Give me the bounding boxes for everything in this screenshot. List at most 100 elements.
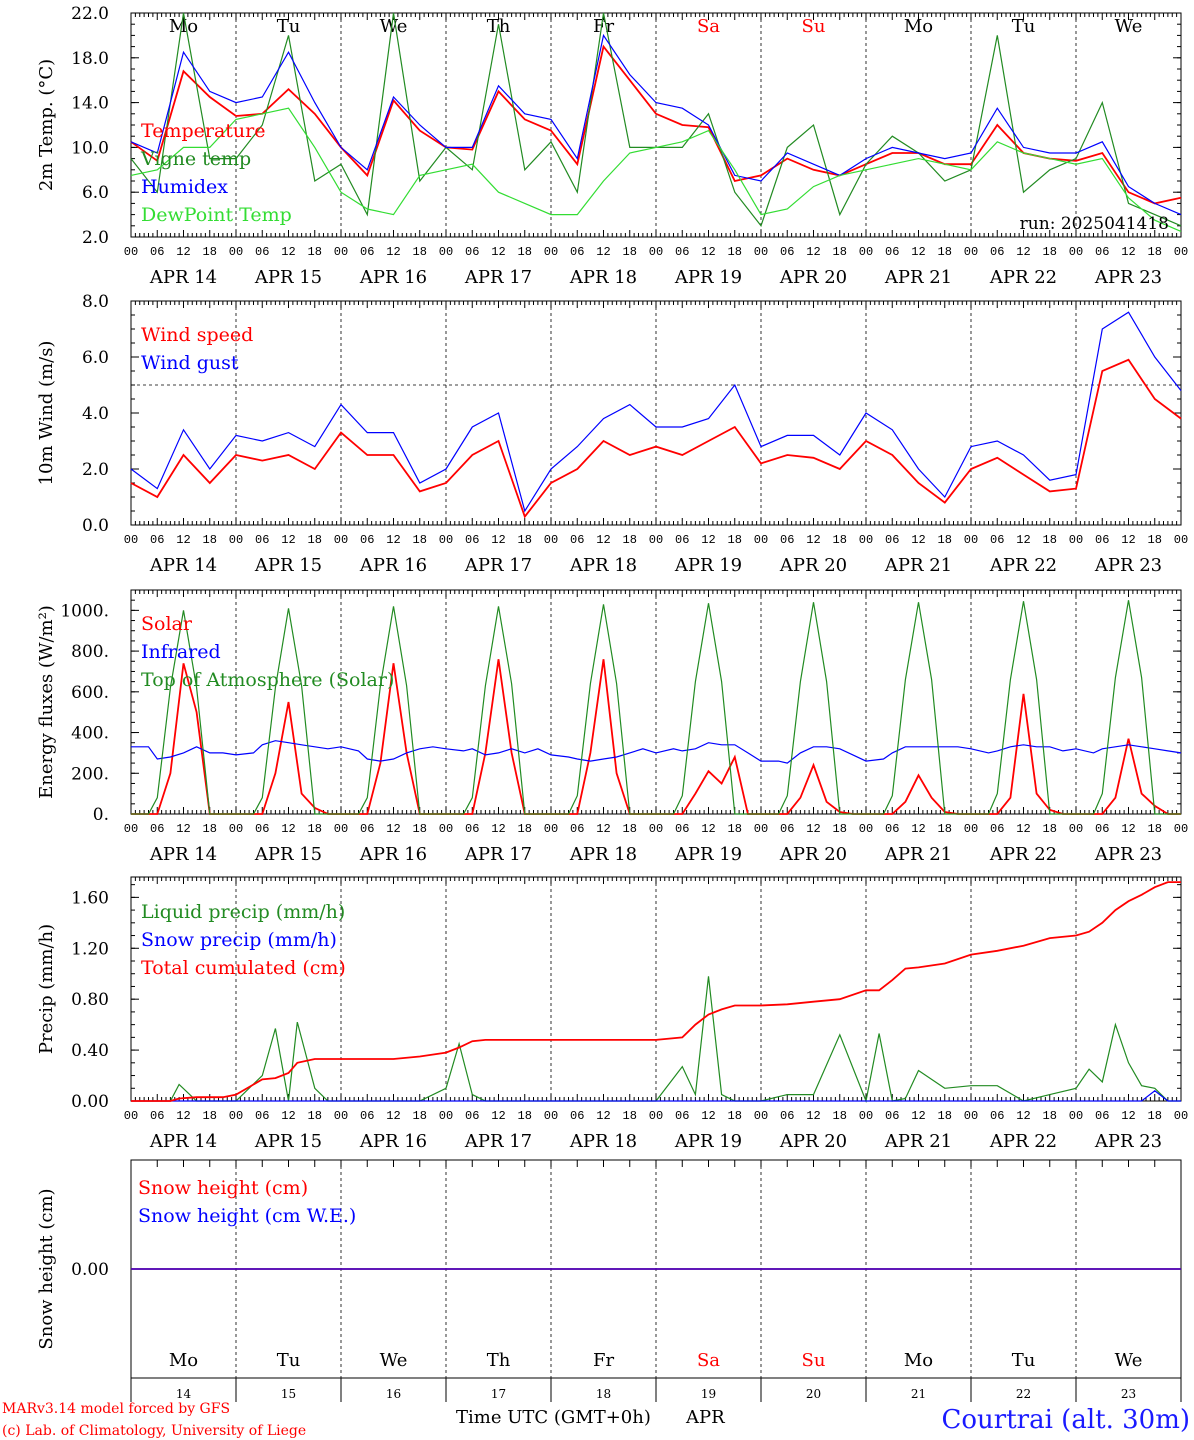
hour-tick-label: 18: [308, 822, 322, 836]
hour-tick-label: 00: [1174, 533, 1188, 547]
date-label: APR 14: [149, 1131, 217, 1152]
weekday-label: Mo: [904, 16, 933, 37]
hour-tick-label: 18: [728, 1109, 742, 1123]
date-label: APR 21: [884, 267, 952, 288]
date-label: APR 23: [1094, 555, 1162, 576]
legend-entry: Snow height (cm W.E.): [138, 1205, 356, 1227]
hour-tick-label: 12: [701, 245, 715, 259]
y-tick-label: 0.0: [82, 516, 109, 536]
hour-tick-label: 00: [964, 533, 978, 547]
y-tick-label: 6.0: [82, 183, 109, 203]
panel-2: 00 06 12 18 00 06 12 18 00 06 12 18 00 06 12 18 00 06 12 18…: [36, 292, 1188, 576]
date-label: APR 23: [1094, 844, 1162, 865]
hour-tick-label: 12: [491, 245, 505, 259]
hour-tick-label: 00: [649, 533, 663, 547]
hour-tick-label: 00: [124, 533, 138, 547]
hour-tick-label: 06: [150, 533, 164, 547]
hour-tick-label: 06: [1095, 533, 1109, 547]
hour-tick-label: 18: [413, 1109, 427, 1123]
hour-tick-label: 12: [386, 1109, 400, 1123]
weekday-label: Mo: [169, 16, 198, 37]
hour-tick-label: 18: [833, 245, 847, 259]
hour-tick-label: 06: [885, 822, 899, 836]
date-label: APR 22: [989, 267, 1057, 288]
y-tick-label: 18.0: [71, 49, 109, 69]
series-line-wind-speed: [130, 358, 1182, 519]
date-label: APR 21: [884, 1131, 952, 1152]
hour-tick-label: 00: [439, 1109, 453, 1123]
hour-tick-label: 12: [701, 1109, 715, 1123]
hour-tick-label: 00: [859, 245, 873, 259]
hour-tick-label: 06: [990, 533, 1004, 547]
hour-tick-label: 18: [413, 533, 427, 547]
y-tick-label: 200.: [71, 764, 109, 784]
y-tick-label: 1.60: [71, 888, 109, 908]
y-tick-label: 0.80: [71, 990, 109, 1010]
hour-tick-label: 18: [308, 245, 322, 259]
series-line-snow-precip-mm-h-: [131, 1090, 1181, 1102]
y-tick-label: 2.0: [82, 460, 109, 480]
hour-tick-label: 18: [1043, 245, 1057, 259]
weekday-label: We: [380, 1350, 408, 1371]
hour-tick-label: 18: [938, 245, 952, 259]
hour-tick-label: 12: [806, 822, 820, 836]
hour-tick-label: 18: [938, 822, 952, 836]
hour-tick-label: 00: [1069, 822, 1083, 836]
date-label: APR 17: [464, 555, 532, 576]
weekday-label: Fr: [593, 16, 614, 37]
hour-tick-label: 00: [754, 245, 768, 259]
hour-tick-label: 00: [1069, 245, 1083, 259]
hour-tick-label: 00: [544, 822, 558, 836]
date-label: APR 19: [674, 844, 742, 865]
hour-tick-label: 00: [754, 822, 768, 836]
y-tick-label: 1000.: [60, 601, 109, 621]
hour-tick-label: 12: [701, 822, 715, 836]
date-label: APR 21: [884, 844, 952, 865]
date-label: APR 20: [779, 1131, 847, 1152]
weekday-label: Tu: [1012, 16, 1036, 37]
hour-tick-label: 18: [203, 822, 217, 836]
y-tick-label: 0.40: [71, 1041, 109, 1061]
hour-tick-label: 06: [255, 1109, 269, 1123]
weekday-label: Tu: [277, 1350, 301, 1371]
series-line-total-cumulated-cm-: [131, 881, 1181, 1102]
hour-tick-label: 06: [570, 245, 584, 259]
hour-tick-label: 06: [150, 1109, 164, 1123]
date-label: APR 16: [359, 844, 427, 865]
hour-tick-label: 06: [150, 245, 164, 259]
hour-tick-label: 18: [623, 245, 637, 259]
hour-tick-label: 18: [203, 1109, 217, 1123]
hour-tick-label: 12: [1016, 533, 1030, 547]
y-axis-label: Snow height (cm): [36, 1188, 57, 1349]
day-number-label: 20: [806, 1387, 821, 1401]
hour-tick-label: 18: [203, 245, 217, 259]
legend-entry: Snow height (cm): [138, 1177, 308, 1199]
legend-entry: Temperature: [141, 120, 265, 142]
date-label: APR 19: [674, 1131, 742, 1152]
day-number-label: 18: [596, 1387, 611, 1401]
day-number-label: 19: [701, 1387, 716, 1401]
hour-tick-label: 12: [386, 245, 400, 259]
y-tick-label: 22.0: [71, 4, 109, 24]
hour-tick-label: 06: [780, 1109, 794, 1123]
series-line-temperature: [130, 44, 1182, 205]
hour-tick-label: 12: [176, 1109, 190, 1123]
hour-tick-label: 06: [1095, 1109, 1109, 1123]
hour-tick-label: 06: [255, 245, 269, 259]
hour-tick-label: 00: [649, 245, 663, 259]
hour-tick-label: 18: [833, 533, 847, 547]
date-label: APR 16: [359, 267, 427, 288]
y-tick-label: 0.00: [71, 1092, 109, 1112]
hour-tick-label: 00: [334, 822, 348, 836]
hour-tick-label: 00: [124, 822, 138, 836]
hour-tick-label: 12: [911, 245, 925, 259]
date-label: APR 15: [254, 844, 322, 865]
hour-tick-label: 12: [911, 1109, 925, 1123]
date-label: APR 15: [254, 555, 322, 576]
y-tick-label: 0.00: [71, 1260, 109, 1280]
date-label: APR 14: [149, 267, 217, 288]
hour-tick-label: 12: [701, 533, 715, 547]
hour-tick-label: 00: [124, 1109, 138, 1123]
hour-tick-label: 06: [570, 822, 584, 836]
hour-tick-label: 00: [964, 822, 978, 836]
